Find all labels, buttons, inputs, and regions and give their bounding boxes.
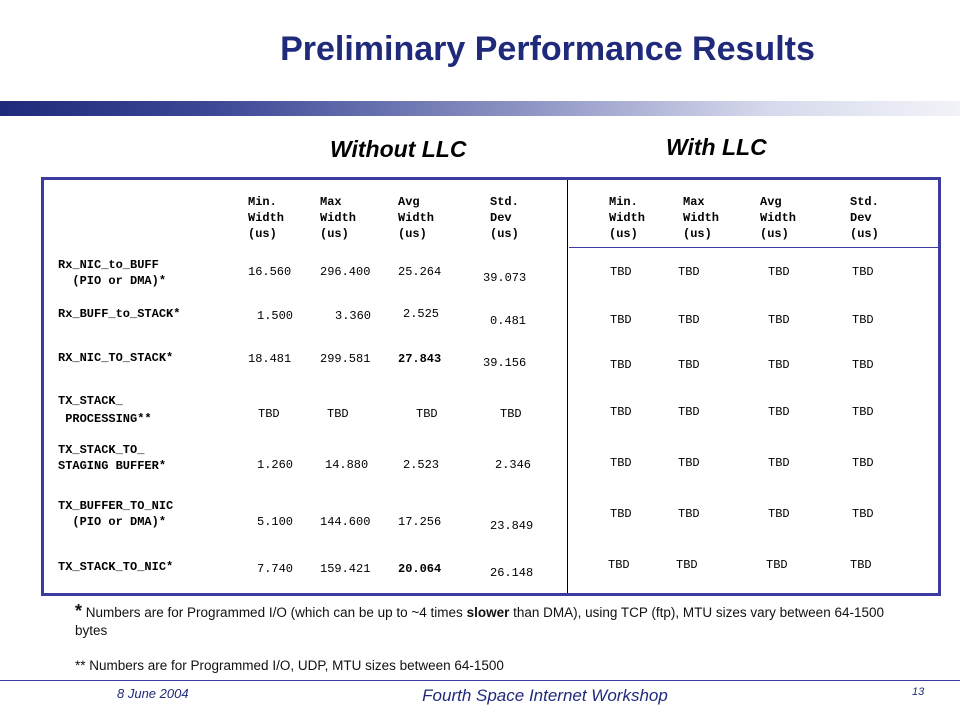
with-llc-heading: With LLC [666, 134, 767, 160]
results-table-frame [41, 177, 941, 596]
cell-std-llc: TBD [852, 358, 874, 372]
row-label-tx-buffer-to-nic: TX_BUFFER_TO_NIC (PIO or DMA)* [58, 499, 174, 529]
cell-max: 144.600 [320, 515, 371, 529]
cell-max: 159.421 [320, 562, 371, 576]
header-std-dev: Std. Dev (us) [490, 195, 519, 241]
row-label-tx-stack-processing: TX_STACK_ PROCESSING** [58, 394, 152, 426]
row-label-rx-nic-to-stack: RX_NIC_TO_STACK* [58, 351, 174, 365]
cell-min: 16.560 [248, 265, 292, 279]
cell-max-llc: TBD [678, 313, 700, 327]
cell-min-llc: TBD [610, 456, 632, 470]
cell-avg-llc: TBD [768, 313, 790, 327]
cell-max-llc: TBD [678, 265, 700, 279]
cell-min: 7.740 [257, 562, 294, 576]
cell-std: 23.849 [490, 519, 534, 533]
cell-std: TBD [500, 407, 522, 421]
cell-avg-llc: TBD [766, 558, 788, 572]
cell-max: TBD [327, 407, 349, 421]
column-group-divider [567, 180, 568, 593]
header-min-width: Min. Width (us) [248, 195, 285, 241]
cell-std-llc: TBD [852, 456, 874, 470]
footnote-pio-tcp: * Numbers are for Programmed I/O (which … [75, 601, 884, 638]
row-label-rx-nic-to-buff: Rx_NIC_to_BUFF (PIO or DMA)* [58, 258, 167, 288]
header-avg-width: Avg Width (us) [398, 195, 435, 241]
cell-min: 1.260 [257, 458, 294, 472]
cell-max: 14.880 [325, 458, 369, 472]
title-gradient-bar [0, 101, 960, 116]
cell-max: 3.360 [335, 309, 372, 323]
footnote-pio-udp: ** Numbers are for Programmed I/O, UDP, … [75, 658, 504, 673]
cell-max: 296.400 [320, 265, 371, 279]
cell-min-llc: TBD [610, 313, 632, 327]
cell-max-llc: TBD [678, 358, 700, 372]
cell-min-llc: TBD [610, 507, 632, 521]
footer-rule [0, 680, 960, 681]
cell-std: 39.156 [483, 356, 527, 370]
with-llc-header-rule [569, 247, 938, 248]
header-min-width-llc: Min. Width (us) [609, 195, 646, 241]
cell-max: 299.581 [320, 352, 371, 366]
cell-max-llc: TBD [678, 405, 700, 419]
cell-min: TBD [258, 407, 280, 421]
cell-avg: 2.525 [403, 307, 440, 321]
row-label-tx-stack-to-nic: TX_STACK_TO_NIC* [58, 560, 174, 574]
cell-std-llc: TBD [850, 558, 872, 572]
cell-min: 1.500 [257, 309, 294, 323]
cell-std: 2.346 [495, 458, 532, 472]
cell-min-llc: TBD [610, 405, 632, 419]
cell-std-llc: TBD [852, 265, 874, 279]
cell-avg-llc: TBD [768, 405, 790, 419]
cell-avg: 20.064 [398, 562, 442, 576]
cell-max-llc: TBD [676, 558, 698, 572]
header-avg-width-llc: Avg Width (us) [760, 195, 797, 241]
cell-max-llc: TBD [678, 456, 700, 470]
cell-avg: 17.256 [398, 515, 442, 529]
cell-avg: 27.843 [398, 352, 442, 366]
cell-avg-llc: TBD [768, 265, 790, 279]
row-label-tx-stack-to-staging-buffer: TX_STACK_TO_ STAGING BUFFER* [58, 443, 167, 473]
slide-number: 13 [912, 686, 925, 698]
cell-std: 39.073 [483, 271, 527, 285]
cell-std-llc: TBD [852, 507, 874, 521]
slide-title: Preliminary Performance Results [280, 30, 815, 68]
cell-min-llc: TBD [610, 358, 632, 372]
cell-avg: 2.523 [403, 458, 440, 472]
cell-avg-llc: TBD [768, 358, 790, 372]
cell-min-llc: TBD [608, 558, 630, 572]
footer-event-name: Fourth Space Internet Workshop [422, 686, 668, 705]
cell-std-llc: TBD [852, 405, 874, 419]
cell-max-llc: TBD [678, 507, 700, 521]
cell-avg-llc: TBD [768, 456, 790, 470]
cell-min-llc: TBD [610, 265, 632, 279]
cell-avg: TBD [416, 407, 438, 421]
header-max-width-llc: Max Width (us) [683, 195, 720, 241]
cell-std: 26.148 [490, 566, 534, 580]
cell-std: 0.481 [490, 314, 527, 328]
header-std-dev-llc: Std. Dev (us) [850, 195, 879, 241]
footer-date: 8 June 2004 [117, 686, 189, 701]
without-llc-heading: Without LLC [330, 136, 467, 162]
cell-min: 5.100 [257, 515, 294, 529]
row-label-rx-buff-to-stack: Rx_BUFF_to_STACK* [58, 307, 181, 321]
cell-avg: 25.264 [398, 265, 442, 279]
header-max-width: Max Width (us) [320, 195, 357, 241]
cell-std-llc: TBD [852, 313, 874, 327]
cell-avg-llc: TBD [768, 507, 790, 521]
cell-min: 18.481 [248, 352, 292, 366]
